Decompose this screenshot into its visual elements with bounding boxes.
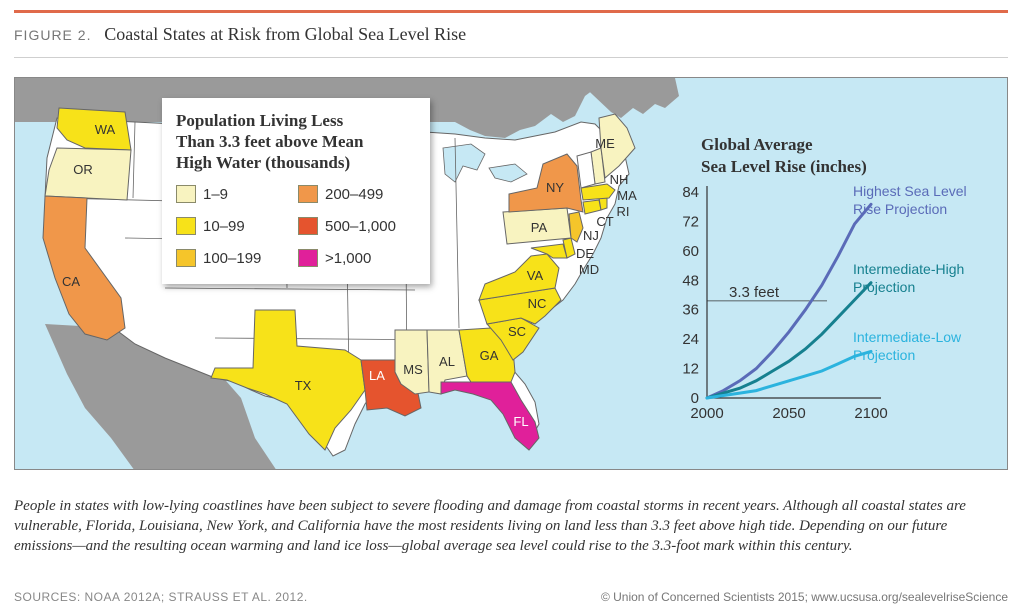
- legend-swatch: [298, 217, 318, 235]
- state-label-pa: PA: [531, 220, 548, 235]
- y-tick-label: 84: [682, 184, 699, 201]
- series-label-intermediate-high-line-2: Projection: [853, 279, 915, 295]
- state-shape-vt: [576, 151, 596, 189]
- state-label-nh: NH: [610, 172, 629, 187]
- y-tick-label: 24: [682, 331, 699, 348]
- legend-label: 500–1,000: [325, 217, 396, 235]
- legend-swatch: [298, 185, 318, 203]
- figure-caption: People in states with low-lying coastlin…: [14, 498, 966, 554]
- state-label-ca: CA: [62, 274, 80, 289]
- state-label-fl: FL: [513, 414, 528, 429]
- state-label-ri: RI: [617, 204, 630, 219]
- legend-label: >1,000: [325, 249, 372, 267]
- legend-swatch: [176, 249, 196, 267]
- state-label-ma: MA: [617, 188, 637, 203]
- y-tick-label: 48: [682, 272, 699, 289]
- state-shape-ny: [508, 153, 584, 213]
- legend-item-10-99: 10–99: [176, 216, 245, 236]
- state-label-wa: WA: [95, 122, 116, 137]
- figure-label: FIGURE 2.: [14, 27, 92, 43]
- state-label-va: VA: [527, 268, 544, 283]
- legend-item-200-499: 200–499: [298, 184, 383, 204]
- great-lakes: [442, 143, 528, 183]
- figure-title: Coastal States at Risk from Global Sea L…: [104, 24, 467, 44]
- figure-panel: WA OR CA TX LA MS AL GA FL SC NC VA MD D…: [14, 77, 1008, 470]
- mexico-land: [45, 324, 276, 469]
- legend-label: 200–499: [325, 185, 384, 203]
- state-label-sc: SC: [508, 324, 526, 339]
- series-label-intermediate-high-line-1: Intermediate-High: [853, 261, 964, 277]
- series-label-highest-line-1: Highest Sea Level: [853, 183, 967, 199]
- legend-label: 100–199: [203, 249, 262, 267]
- series-label-intermediate-low-line-1: Intermediate-Low: [853, 329, 962, 345]
- threshold-label: 3.3 feet: [729, 284, 780, 301]
- state-label-de: DE: [576, 246, 594, 261]
- chart-title-line-2: Sea Level Rise (inches): [701, 157, 867, 176]
- sea-level-rise-chart: Global Average Sea Level Rise (inches) 0…: [682, 135, 966, 422]
- header-divider: [14, 57, 1008, 58]
- state-shape-ca: [42, 195, 126, 341]
- credit-link[interactable]: © Union of Concerned Scientists 2015; ww…: [600, 590, 1008, 604]
- legend-title-line-1: Population Living Less: [176, 111, 344, 130]
- series-line-1: [705, 281, 873, 400]
- figure-header: FIGURE 2. Coastal States at Risk from Gl…: [14, 24, 466, 45]
- sources-note: SOURCES: NOAA 2012A; STRAUSS ET AL. 2012…: [14, 590, 308, 604]
- x-tick-label: 2000: [690, 405, 723, 422]
- state-shape-me: [598, 113, 636, 179]
- state-label-ga: GA: [480, 348, 499, 363]
- y-tick-label: 12: [682, 361, 699, 378]
- state-shape-wa: [56, 107, 132, 151]
- state-label-al: AL: [439, 354, 455, 369]
- legend-item-1-9: 1–9: [176, 184, 228, 204]
- x-tick-label: 2100: [854, 405, 887, 422]
- state-label-tx: TX: [295, 378, 312, 393]
- series-line-0: [705, 202, 873, 400]
- legend-title-line-2: Than 3.3 feet above Mean: [176, 132, 364, 151]
- legend-item-500-1000: 500–1,000: [298, 216, 396, 236]
- state-label-me: ME: [595, 136, 615, 151]
- legend-swatch: [176, 217, 196, 235]
- legend-label: 1–9: [203, 185, 229, 203]
- state-label-ms: MS: [403, 362, 423, 377]
- legend-item-over-1000: >1,000: [298, 248, 371, 268]
- state-label-or: OR: [73, 162, 93, 177]
- legend-swatch: [298, 249, 318, 267]
- legend-swatch: [176, 185, 196, 203]
- state-shape-ma: [580, 183, 616, 201]
- state-shape-ri: [598, 197, 608, 211]
- y-tick-label: 36: [682, 302, 699, 319]
- state-label-nj: NJ: [583, 228, 599, 243]
- state-label-nc: NC: [528, 296, 547, 311]
- series-label-highest-line-2: Rise Projection: [853, 201, 947, 217]
- canada-east-land: [575, 78, 679, 118]
- series-label-intermediate-low-line-2: Projection: [853, 347, 915, 363]
- y-tick-label: 0: [691, 390, 699, 407]
- legend-item-100-199: 100–199: [176, 248, 261, 268]
- state-shape-fl: [440, 381, 540, 451]
- state-shape-tx: [210, 309, 366, 451]
- state-label-ct: CT: [596, 214, 613, 229]
- legend-title: Population Living Less Than 3.3 feet abo…: [176, 110, 426, 173]
- y-tick-label: 60: [682, 243, 699, 260]
- state-shape-va: [478, 253, 560, 301]
- legend-label: 10–99: [203, 217, 245, 235]
- state-label-ny: NY: [546, 180, 564, 195]
- series-line-2: [705, 349, 873, 400]
- legend-title-line-3: High Water (thousands): [176, 153, 351, 172]
- state-label-la: LA: [369, 368, 385, 383]
- state-label-md: MD: [579, 262, 599, 277]
- y-tick-label: 72: [682, 213, 699, 230]
- chart-title-line-1: Global Average: [701, 135, 813, 154]
- population-legend: Population Living Less Than 3.3 feet abo…: [162, 98, 430, 284]
- top-accent-rule: [14, 10, 1008, 13]
- x-tick-label: 2050: [772, 405, 805, 422]
- state-shape-md: [530, 243, 568, 259]
